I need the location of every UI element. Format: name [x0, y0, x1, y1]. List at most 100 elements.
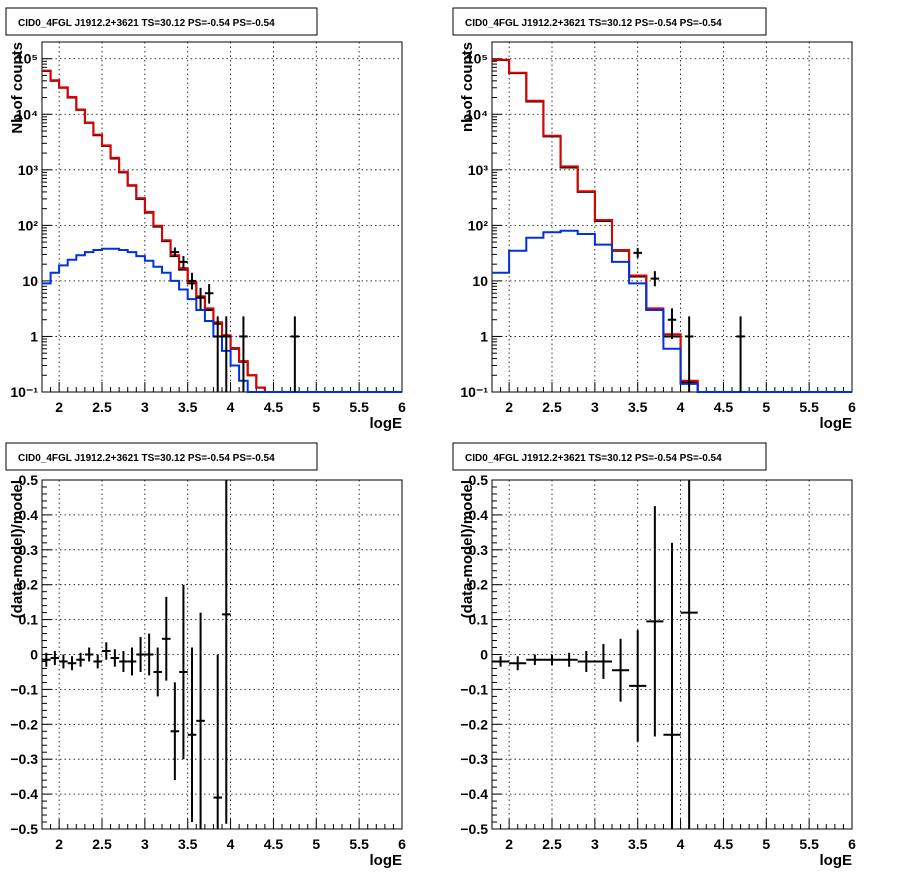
chart-title: CID0_4FGL J1912.2+3621 TS=30.12 PS=-0.54… [465, 18, 722, 29]
y-tick-label: −0.1 [10, 681, 38, 697]
x-tick-label: 2 [505, 836, 513, 852]
data-point [110, 649, 120, 667]
y-tick-label: 0.5 [19, 472, 39, 488]
y-tick-label: 1 [480, 328, 488, 344]
chart-title-box [452, 442, 767, 471]
chart-panel-1: CID0_4FGL J1912.2+3621 TS=30.12 PS=-0.54… [5, 7, 406, 432]
x-axis-label: logE [820, 852, 853, 869]
x-tick-label: 6 [848, 836, 856, 852]
chart-title: CID0_4FGL J1912.2+3621 TS=30.12 PS=-0.54… [18, 18, 275, 29]
y-tick-label: 10⁵ [466, 51, 488, 67]
x-axis-label: logE [820, 415, 853, 432]
x-tick-label: 3.5 [178, 399, 198, 415]
chart-title: CID0_4FGL J1912.2+3621 TS=30.12 PS=-0.54… [18, 453, 275, 464]
y-tick-label: 10³ [18, 162, 39, 178]
data-point [663, 542, 681, 829]
y-tick-label: 0 [480, 647, 488, 663]
data-point [76, 652, 85, 667]
data-point [127, 647, 137, 676]
x-tick-label: 6 [398, 399, 406, 415]
y-tick-label: 10² [18, 217, 39, 233]
data-point [204, 283, 214, 304]
x-tick-label: 5.5 [349, 399, 369, 415]
data-point [577, 651, 595, 672]
data-point [67, 656, 77, 671]
x-tick-label: 5 [762, 836, 770, 852]
y-tick-label: 10⁴ [16, 106, 39, 122]
chart-title-box [452, 7, 767, 36]
y-tick-label: −0.4 [10, 786, 38, 802]
x-tick-label: 4.5 [714, 836, 734, 852]
y-tick-label: 0 [30, 647, 38, 663]
y-tick-label: −0.2 [10, 716, 38, 732]
data-point [213, 654, 222, 829]
y-tick-label: −0.4 [460, 786, 488, 802]
y-tick-label: 0.1 [19, 612, 39, 628]
histogram-series [492, 58, 852, 393]
data-point [684, 316, 694, 392]
data-point [84, 647, 94, 662]
y-tick-label: −0.2 [460, 716, 488, 732]
x-tick-label: 5 [312, 836, 320, 852]
data-point [162, 596, 171, 681]
x-tick-label: 4 [677, 836, 685, 852]
x-tick-label: 2 [55, 399, 63, 415]
data-point [239, 316, 248, 392]
data-point [736, 316, 745, 392]
y-axis-label: nb of counts [459, 42, 476, 132]
y-tick-label: 0.2 [469, 577, 489, 593]
data-point [153, 647, 162, 697]
y-axis-label: (data-model)/model [459, 480, 476, 618]
x-axis-label: logE [370, 852, 403, 869]
plot-frame [491, 41, 853, 393]
chart-title-box [5, 7, 318, 36]
data-point [646, 506, 664, 737]
data-point [179, 256, 188, 269]
y-tick-label: 0.4 [469, 507, 489, 523]
data-point [93, 654, 102, 669]
x-tick-label: 5.5 [799, 836, 819, 852]
data-point [492, 656, 510, 667]
data-point [633, 248, 642, 258]
x-tick-label: 4.5 [264, 836, 284, 852]
data-point [612, 638, 630, 702]
data-point [136, 637, 145, 672]
data-point [543, 654, 561, 665]
x-tick-label: 4.5 [714, 399, 734, 415]
y-tick-label: −0.3 [10, 751, 38, 767]
histogram-series [42, 247, 402, 393]
chart-panel-2: CID0_4FGL J1912.2+3621 TS=30.12 PS=-0.54… [452, 7, 856, 432]
x-tick-label: 3 [591, 836, 599, 852]
x-tick-label: 2.5 [92, 836, 112, 852]
x-tick-label: 2 [505, 399, 513, 415]
y-tick-label: −0.3 [460, 751, 488, 767]
x-tick-label: 5.5 [349, 836, 369, 852]
data-point [187, 647, 197, 823]
x-tick-label: 4 [227, 399, 235, 415]
x-tick-label: 3.5 [178, 836, 198, 852]
histogram-series [492, 59, 852, 393]
data-point [222, 480, 231, 824]
y-tick-label: 1 [30, 328, 38, 344]
y-tick-label: 0.3 [19, 542, 39, 558]
data-point [629, 630, 647, 742]
data-point [42, 652, 51, 667]
x-tick-label: 3 [591, 399, 599, 415]
x-tick-label: 3.5 [628, 836, 648, 852]
y-tick-label: 10⁻¹ [10, 384, 38, 400]
y-axis-label: Nb of counts [9, 42, 26, 134]
y-tick-label: 0.3 [469, 542, 489, 558]
x-tick-label: 3.5 [628, 399, 648, 415]
chart-panel-4: CID0_4FGL J1912.2+3621 TS=30.12 PS=-0.54… [452, 442, 856, 869]
y-axis-label: (data-model)/model [9, 480, 26, 618]
chart-title: CID0_4FGL J1912.2+3621 TS=30.12 PS=-0.54… [465, 453, 722, 464]
y-tick-label: 0.4 [19, 507, 39, 523]
data-point [179, 584, 188, 760]
y-tick-label: 0.2 [19, 577, 39, 593]
x-tick-label: 5 [312, 399, 320, 415]
data-point [170, 247, 180, 257]
histogram-series [492, 229, 852, 393]
y-tick-label: 10⁵ [16, 51, 38, 67]
chart-panel-3: CID0_4FGL J1912.2+3621 TS=30.12 PS=-0.54… [5, 442, 406, 869]
